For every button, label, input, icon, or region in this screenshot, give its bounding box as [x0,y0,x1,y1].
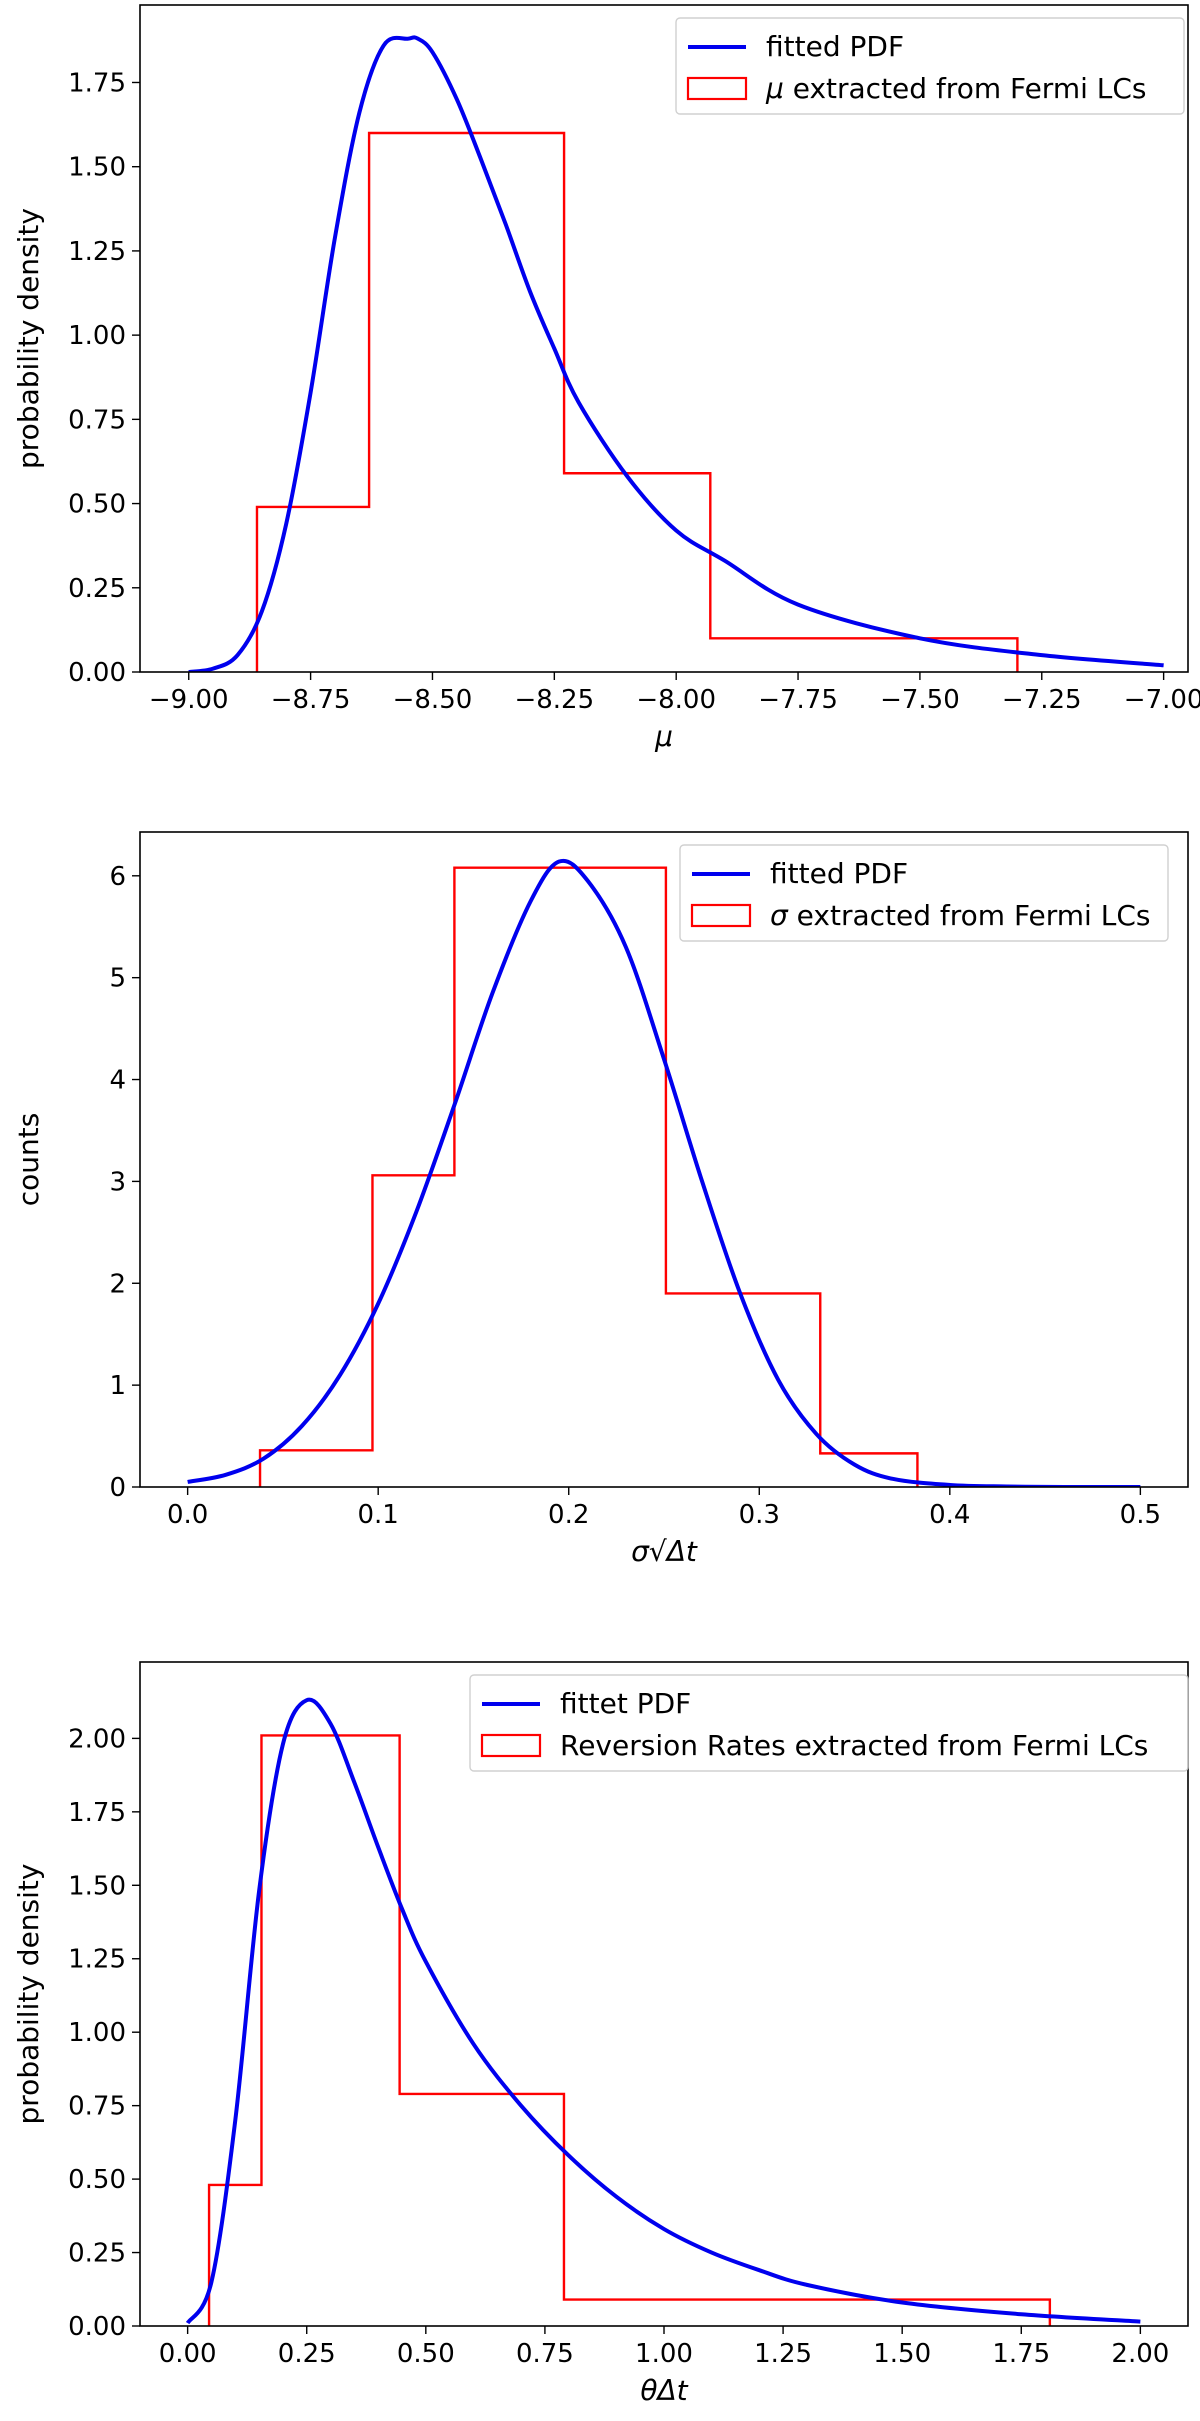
histogram-bar-4 [564,2300,1050,2326]
legend-patch-swatch [686,76,748,101]
axes-frame [139,831,1189,1488]
x-axis-label: θΔt [640,2374,688,2407]
y-tick-label: 0.50 [68,490,126,520]
legend-patch-swatch [480,1733,542,1758]
y-axis-label: probability density [12,208,45,469]
x-tick-label: 0.50 [397,2339,455,2369]
histogram [207,1734,1052,2326]
y-tick-label: 1.75 [68,1798,126,1828]
legend-box [679,844,1169,942]
y-tick-label: 2.00 [68,1724,126,1754]
legend-box [675,17,1185,115]
x-tick-label: −7.25 [1002,685,1082,715]
y-tick-label: 1.75 [68,68,126,98]
y-tick-label: 0.25 [68,2239,126,2269]
histogram-bar-3 [564,473,710,672]
legend-label: μ extracted from Fermi LCs [765,72,1147,105]
x-tick-label: 0.00 [159,2339,217,2369]
legend-label: fittet PDF [560,1687,691,1720]
axes-frame [139,4,1189,673]
legend-label: σ extracted from Fermi LCs [770,899,1150,932]
fitted-pdf-curve [187,858,1141,1487]
y-tick-label: 1.00 [68,2018,126,2048]
x-tick-label: −8.75 [271,685,351,715]
y-tick-label: 5 [109,964,126,994]
x-tick-label: −7.50 [880,685,960,715]
x-tick-label: 1.25 [754,2339,812,2369]
histogram-bar-1 [257,507,369,672]
y-axis-label: counts [12,1113,45,1207]
y-tick-label: 1.25 [68,237,126,267]
y-tick-label: 1.00 [68,321,126,351]
y-tick-label: 0.25 [68,574,126,604]
histogram-bar-4 [710,638,1017,672]
y-tick-label: 0.75 [68,2092,126,2122]
histogram-bar-4 [666,1293,820,1487]
x-tick-label: 0.0 [167,1500,208,1530]
chart-1: −9.00 −8.75 −8.50 −8.25 −8.00 −7.75 −7.50 −7.25… [12,4,1200,753]
y-tick-label: 1.50 [68,153,126,183]
fitted-pdf-curve [188,35,1164,672]
y-tick-label: 0.00 [68,2312,126,2342]
x-tick-label: −8.00 [636,685,716,715]
legend: fitted PDF σ extracted from Fermi LCs [679,844,1169,942]
x-tick-label: −7.00 [1124,685,1200,715]
legend-label: Reversion Rates extracted from Fermi LCs [560,1729,1148,1762]
fitted-pdf-curve [185,1697,1141,2325]
y-tick-label: 1 [109,1371,126,1401]
x-tick-label: −7.75 [758,685,838,715]
histogram-bar-1 [260,1450,372,1487]
histogram [255,131,1019,672]
x-tick-label: −8.50 [393,685,473,715]
chart-3: 0.00 0.25 0.50 0.75 1.00 1.25 1.50 1.75 2.00 0.00… [12,1661,1189,2407]
legend: fittet PDF Reversion Rates extracted from… [469,1674,1189,1772]
x-tick-label: 1.50 [873,2339,931,2369]
chart-2: 0.0 0.1 0.2 0.3 0.4 0.5 0 1 2 3 4 5 6 σ√Δt counts fitte… [12,831,1189,1568]
legend-label: fitted PDF [770,857,908,890]
y-tick-label: 6 [109,862,126,892]
y-tick-label: 0.00 [68,658,126,688]
legend-label: fitted PDF [766,30,904,63]
legend-box [469,1674,1189,1772]
y-tick-label: 3 [109,1167,126,1197]
y-tick-label: 1.50 [68,1871,126,1901]
y-axis-label: probability density [12,1864,45,2125]
histogram-bar-2 [261,1735,399,2326]
legend: fitted PDF μ extracted from Fermi LCs [675,17,1185,115]
x-tick-label: 0.75 [516,2339,574,2369]
x-axis-label: σ√Δt [631,1535,698,1568]
x-tick-label: 0.1 [358,1500,399,1530]
histogram-bar-3 [454,868,666,1487]
histogram-outline [255,131,1019,672]
x-tick-label: −9.00 [149,685,229,715]
x-tick-label: 0.4 [929,1500,970,1530]
y-tick-label: 0 [109,1473,126,1503]
legend-patch-swatch [690,903,752,928]
y-tick-label: 2 [109,1269,126,1299]
histogram [258,866,919,1487]
y-tick-label: 1.25 [68,1945,126,1975]
y-tick-label: 0.75 [68,405,126,435]
x-tick-label: 0.3 [739,1500,780,1530]
y-tick-label: 0.50 [68,2165,126,2195]
x-tick-label: 1.00 [635,2339,693,2369]
histogram-outline [207,1734,1052,2326]
x-axis-label: μ [654,720,673,753]
x-tick-label: 0.5 [1120,1500,1161,1530]
x-tick-label: 0.25 [278,2339,336,2369]
x-tick-label: 2.00 [1111,2339,1169,2369]
histogram-outline [258,866,919,1487]
y-tick-label: 4 [109,1066,126,1096]
x-tick-label: 1.75 [992,2339,1050,2369]
x-tick-label: −8.25 [514,685,594,715]
histogram-bar-2 [369,133,564,672]
x-tick-label: 0.2 [548,1500,589,1530]
